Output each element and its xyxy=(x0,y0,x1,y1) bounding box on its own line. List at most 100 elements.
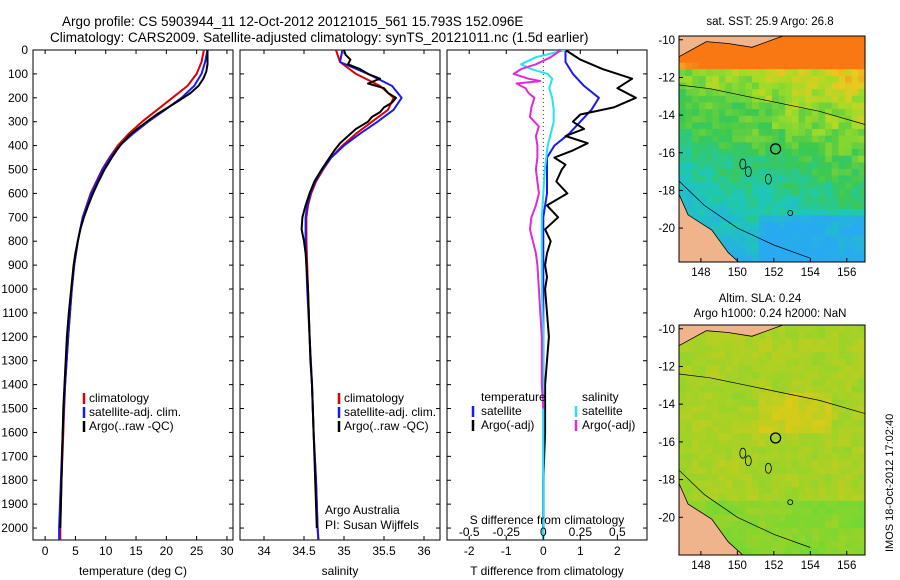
map-cell xyxy=(838,412,846,421)
map-cell xyxy=(712,507,720,516)
map-cell xyxy=(772,446,780,455)
map-cell xyxy=(725,372,733,380)
map-cell xyxy=(785,55,793,64)
map-cell xyxy=(679,175,687,183)
map-cell xyxy=(858,487,865,495)
map-cell xyxy=(705,202,713,210)
map-cell xyxy=(772,548,780,555)
map-cell xyxy=(818,155,826,163)
map-cell xyxy=(798,168,806,177)
map-cell xyxy=(685,135,693,143)
map-cell xyxy=(772,202,780,210)
map-cell xyxy=(725,358,733,367)
map-cell xyxy=(851,175,859,183)
salinity-panel-frame xyxy=(239,49,441,541)
map-cell xyxy=(738,352,747,360)
map-cell xyxy=(791,446,800,455)
depth-tick-label: 1400 xyxy=(1,378,28,392)
map-cell xyxy=(851,89,859,97)
map-cell xyxy=(845,358,853,367)
map-cell xyxy=(851,406,859,414)
map-cell xyxy=(745,514,753,522)
map-cell xyxy=(778,541,786,549)
map-cell xyxy=(685,109,693,117)
map-cell xyxy=(679,102,687,110)
map-cell xyxy=(698,49,707,57)
map-cell xyxy=(858,42,865,50)
map-cell xyxy=(772,62,780,70)
map-cell xyxy=(785,129,793,137)
figure-title-line1: Argo profile: CS 5903944_11 12-Oct-2012 … xyxy=(62,14,523,29)
depth-tick-label: 300 xyxy=(8,115,28,129)
lat-tick-label: -14 xyxy=(658,110,675,122)
map-cell xyxy=(845,195,853,203)
map-cell xyxy=(791,155,800,163)
map-cell xyxy=(745,446,753,455)
map-cell xyxy=(765,208,773,217)
map-cell xyxy=(725,379,733,387)
map-cell xyxy=(732,162,740,170)
lon-tick-label: 152 xyxy=(764,267,783,279)
map-cell xyxy=(738,453,747,461)
map-cell xyxy=(858,521,865,529)
map-cell xyxy=(752,95,760,104)
map-cell xyxy=(851,494,859,502)
map-cell xyxy=(798,228,806,237)
map-cell xyxy=(858,228,865,237)
map-cell xyxy=(811,168,820,177)
map-cell xyxy=(732,69,740,77)
map-cell xyxy=(858,460,865,468)
map-cell xyxy=(745,82,753,90)
map-cell xyxy=(758,195,766,203)
map-cell xyxy=(745,345,753,353)
map-cell xyxy=(738,500,747,509)
map-cell xyxy=(718,168,727,177)
map-cell xyxy=(765,365,773,373)
map-cell xyxy=(705,379,713,387)
map-cell xyxy=(732,521,740,529)
map-cell xyxy=(698,215,707,223)
map-cell xyxy=(679,372,687,380)
map-cell xyxy=(858,331,865,340)
map-cell xyxy=(758,507,766,516)
map-cell xyxy=(725,514,733,522)
map-cell xyxy=(818,89,826,97)
map-cell xyxy=(818,168,826,177)
map-cell xyxy=(718,228,727,237)
map-cell xyxy=(811,446,820,455)
map-cell xyxy=(772,331,780,340)
map-cell xyxy=(745,208,753,217)
map-cell xyxy=(805,89,813,97)
map-cell xyxy=(698,473,707,482)
map-cell xyxy=(718,208,727,217)
map-cell xyxy=(851,412,859,421)
map-cell xyxy=(772,175,780,183)
map-cell xyxy=(811,379,820,387)
annotation-pi-name: PI: Susan Wijffels xyxy=(325,518,419,532)
map-cell xyxy=(732,392,740,401)
map-cell xyxy=(838,235,846,243)
map-cell xyxy=(745,242,753,250)
map-cell xyxy=(679,95,687,104)
map-cell xyxy=(818,412,826,421)
map-cell xyxy=(791,358,800,367)
map-cell xyxy=(838,325,846,333)
map-cell xyxy=(692,122,700,130)
map-cell xyxy=(831,358,840,367)
map-cell xyxy=(725,534,733,543)
map-cell xyxy=(825,69,833,77)
map-cell xyxy=(831,412,840,421)
map-cell xyxy=(831,42,840,50)
x-tick-label: 15 xyxy=(129,544,143,558)
map-cell xyxy=(811,494,820,502)
map-cell xyxy=(698,487,707,495)
map-cell xyxy=(805,446,813,455)
map-cell xyxy=(838,500,846,509)
map-cell xyxy=(758,548,766,555)
map-cell xyxy=(692,62,700,70)
map-cell xyxy=(845,182,853,190)
map-cell xyxy=(845,548,853,555)
map-cell xyxy=(732,412,740,421)
map-cell xyxy=(838,248,846,256)
map-cell xyxy=(732,433,740,441)
